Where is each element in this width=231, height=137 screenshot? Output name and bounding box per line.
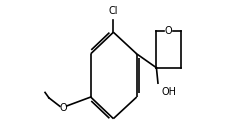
Text: OH: OH xyxy=(160,87,175,97)
Text: O: O xyxy=(164,26,172,36)
Text: Cl: Cl xyxy=(108,6,118,16)
Text: O: O xyxy=(59,103,67,113)
